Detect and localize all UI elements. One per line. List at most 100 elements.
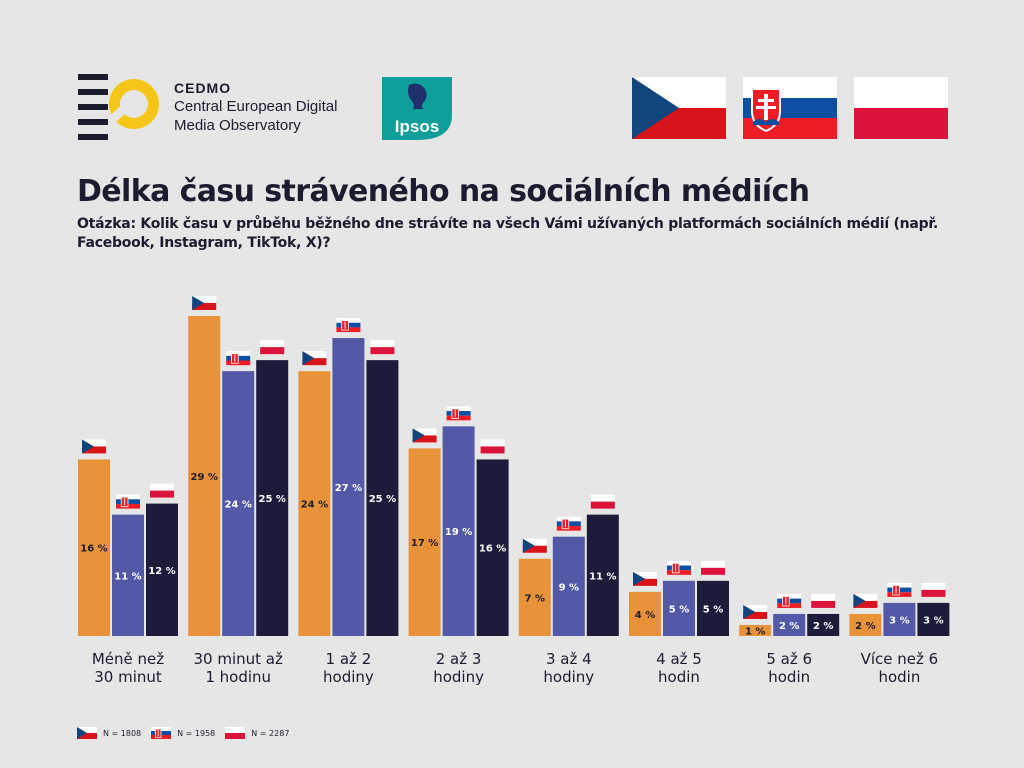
polish-flag-icon — [225, 727, 246, 739]
category-label: 2 až 3 — [436, 650, 482, 668]
legend-item-sk: N = 1958 — [151, 727, 215, 739]
value-label: 29 % — [190, 472, 217, 483]
czech-flag-icon — [632, 77, 726, 139]
value-label: 24 % — [224, 500, 251, 511]
value-label: 25 % — [369, 494, 396, 505]
czech-flag-icon — [82, 439, 106, 454]
bar-pl — [586, 514, 619, 636]
polish-flag-icon — [701, 560, 725, 575]
slovak-flag-icon — [777, 593, 802, 608]
czech-flag-icon — [412, 428, 437, 443]
category-label: hodiny — [433, 668, 484, 686]
ipsos-logo-text: Ipsos — [395, 117, 439, 136]
slovak-flag-icon — [887, 582, 912, 597]
bar-pl — [256, 360, 289, 636]
value-label: 11 % — [589, 571, 616, 582]
survey-question: Otázka: Kolik času v průběhu běžného dne… — [77, 216, 939, 251]
bar-sk — [883, 602, 916, 636]
bar-pl — [366, 360, 399, 636]
org-name: CEDMO — [174, 80, 232, 96]
czech-flag-icon — [302, 351, 327, 366]
category-label: hodin — [658, 668, 700, 686]
value-label: 27 % — [335, 483, 362, 494]
value-label: 16 % — [80, 544, 107, 555]
category-label: 30 minut — [94, 668, 162, 686]
legend-item-cz: N = 1808 — [77, 727, 141, 739]
category-label: Méně než — [92, 650, 164, 668]
bar-cz — [518, 558, 551, 636]
value-label: 2 % — [813, 621, 833, 632]
bar-pl — [917, 602, 950, 636]
bar-sk — [112, 514, 144, 636]
bar-cz — [188, 316, 221, 636]
bar-pl — [146, 503, 178, 636]
slovak-flag-icon — [556, 516, 581, 531]
bar-sk — [222, 371, 255, 636]
legend-label: N = 2287 — [251, 728, 290, 738]
bar-cz — [78, 459, 110, 636]
czech-flag-icon — [77, 727, 97, 739]
category-label: 3 až 4 — [546, 650, 592, 668]
bar-sk — [773, 613, 806, 636]
bar-pl — [697, 580, 729, 636]
bar-sk — [663, 580, 695, 636]
polish-flag-icon — [260, 340, 285, 355]
bar-cz — [408, 448, 441, 636]
bar-sk — [332, 338, 365, 636]
bar-cz — [739, 624, 772, 636]
ipsos-logo: Ipsos — [382, 77, 452, 140]
slovak-flag-icon — [116, 494, 140, 509]
value-label: 5 % — [669, 604, 689, 615]
czech-flag-icon — [743, 604, 768, 619]
bar-pl — [476, 459, 509, 636]
bar-sk — [552, 536, 585, 636]
cedmo-wordmark: CEDMO Central European Digital Media Obs… — [174, 79, 337, 135]
value-label: 11 % — [114, 571, 141, 582]
value-label: 1 % — [745, 626, 765, 637]
czech-flag-icon — [77, 727, 97, 739]
czech-flag-icon — [192, 296, 217, 310]
org-name-line1: Central European Digital — [174, 98, 338, 115]
czech-flag-icon — [633, 571, 657, 586]
value-label: 4 % — [635, 610, 655, 621]
bar-cz — [629, 591, 661, 636]
value-label: 2 % — [855, 621, 875, 632]
value-label: 5 % — [703, 604, 723, 615]
category-label: Více než 6 — [861, 650, 939, 668]
legend-item-pl: N = 2287 — [225, 727, 289, 739]
category-label: 30 minut až — [194, 650, 283, 668]
polish-flag-icon — [811, 593, 836, 608]
legend: N = 1808 N = 1958 N = 2287 — [77, 727, 299, 739]
category-label: hodin — [878, 668, 920, 686]
bar-pl — [807, 613, 840, 636]
bar-sk — [442, 426, 475, 636]
value-label: 2 % — [779, 621, 799, 632]
value-label: 17 % — [411, 538, 438, 549]
bar-cz — [298, 371, 331, 636]
polish-flag-icon — [370, 340, 395, 355]
category-label: 4 až 5 — [656, 650, 702, 668]
org-name-line2: Media Observatory — [174, 117, 301, 134]
polish-flag-icon — [590, 494, 615, 509]
value-label: 16 % — [479, 544, 506, 555]
slovak-flag-icon — [667, 560, 691, 575]
value-label: 3 % — [923, 615, 943, 626]
polish-flag-icon — [921, 582, 946, 597]
polish-flag-icon — [225, 727, 246, 739]
category-label: hodiny — [323, 668, 374, 686]
value-label: 3 % — [889, 615, 909, 626]
polish-flag-icon — [150, 483, 174, 498]
value-label: 19 % — [445, 527, 472, 538]
cedmo-logo — [78, 74, 159, 140]
category-label: hodin — [768, 668, 810, 686]
legend-label: N = 1808 — [103, 728, 142, 738]
value-label: 7 % — [525, 593, 545, 604]
category-label: 1 až 2 — [326, 650, 372, 668]
header: CEDMO Central European Digital Media Obs… — [0, 0, 1024, 150]
slovak-flag-icon — [446, 406, 471, 421]
value-label: 25 % — [258, 494, 285, 505]
category-label: 1 hodinu — [205, 668, 271, 686]
category-label: hodiny — [543, 668, 594, 686]
category-label: 5 až 6 — [766, 650, 812, 668]
